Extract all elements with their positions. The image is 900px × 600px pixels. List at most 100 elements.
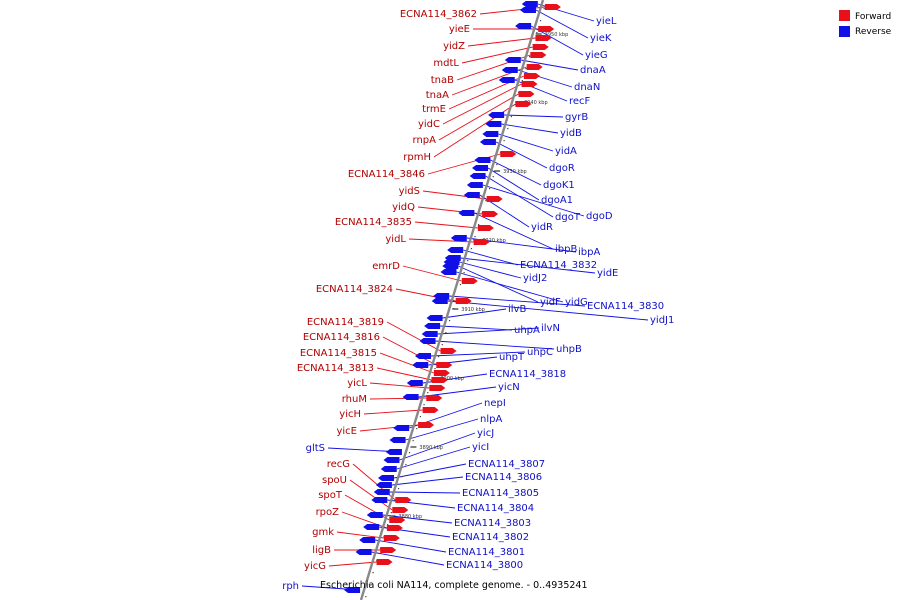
gene-label-ecna114-3835[interactable]: ECNA114_3835: [335, 217, 412, 228]
gene-glyph-rnpa[interactable]: [518, 91, 535, 97]
gene-label-uhpt[interactable]: uhpT: [499, 352, 525, 363]
gene-glyph-dgor[interactable]: [479, 139, 496, 145]
gene-label-tnaa[interactable]: tnaA: [426, 90, 449, 101]
gene-glyph-uhpt[interactable]: [412, 362, 429, 368]
gene-label-ibpb[interactable]: ibpB: [555, 244, 577, 255]
gene-glyph-recf[interactable]: [498, 77, 515, 83]
gene-label-yidg[interactable]: yidG: [565, 297, 588, 308]
gene-glyph-yich[interactable]: [422, 407, 439, 413]
gene-label-yidl[interactable]: yidL: [385, 234, 406, 245]
gene-label-rnpa[interactable]: rnpA: [413, 135, 437, 146]
gene-label-trme[interactable]: trmE: [422, 104, 446, 115]
gene-label-ecna114-3805[interactable]: ECNA114_3805: [462, 488, 539, 499]
gene-glyph-ecna114-3804[interactable]: [371, 497, 388, 503]
gene-glyph-uhpc[interactable]: [415, 353, 432, 359]
gene-glyph-trme[interactable]: [523, 73, 540, 79]
gene-glyph-ecna114-3802[interactable]: [363, 524, 380, 530]
gene-glyph-ecna114-3806[interactable]: [375, 482, 392, 488]
gene-label-ecna114-3803[interactable]: ECNA114_3803: [454, 518, 531, 529]
gene-label-yiee[interactable]: yieE: [449, 24, 470, 35]
gene-label-yicj[interactable]: yicJ: [477, 428, 494, 439]
gene-label-spot[interactable]: spoT: [318, 490, 343, 501]
gene-glyph-dgod[interactable]: [466, 182, 483, 188]
gene-glyph-ibpb[interactable]: [458, 210, 475, 216]
gene-glyph-yici[interactable]: [380, 466, 397, 472]
gene-label-uhpa[interactable]: uhpA: [514, 325, 540, 336]
gene-label-ibpa[interactable]: ibpA: [578, 247, 600, 258]
gene-label-yidb[interactable]: yidB: [560, 128, 582, 139]
legend-forward[interactable]: Forward: [839, 10, 891, 22]
gene-label-spou[interactable]: spoU: [322, 475, 347, 486]
gene-glyph-ecna114-3862[interactable]: [544, 4, 561, 10]
gene-glyph-yicg[interactable]: [376, 559, 393, 565]
gene-glyph-ecna114-3805[interactable]: [373, 489, 390, 495]
gene-label-uhpc[interactable]: uhpC: [527, 347, 553, 358]
gene-glyph-yicj[interactable]: [383, 457, 400, 463]
gene-label-yiek[interactable]: yieK: [590, 33, 612, 44]
gene-label-rpoz[interactable]: rpoZ: [316, 507, 340, 518]
gene-glyph-tnab[interactable]: [530, 52, 547, 58]
gene-glyph-ecna114-3832[interactable]: [447, 247, 464, 253]
gene-label-ecna114-3806[interactable]: ECNA114_3806: [465, 472, 542, 483]
gene-label-gmk[interactable]: gmk: [312, 527, 334, 538]
gene-glyph-emrd[interactable]: [461, 278, 478, 284]
gene-glyph-ecna114-3807[interactable]: [378, 475, 395, 481]
gene-label-ecna114-3801[interactable]: ECNA114_3801: [448, 547, 525, 558]
gene-glyph-ecna114-3819[interactable]: [440, 348, 457, 354]
gene-label-dgor[interactable]: dgoR: [549, 163, 575, 174]
gene-label-yiel[interactable]: yieL: [596, 16, 617, 27]
gene-label-yici[interactable]: yicI: [472, 442, 489, 453]
gene-glyph-ecna114-3835[interactable]: [477, 225, 494, 231]
gene-glyph-mdtl[interactable]: [532, 44, 549, 50]
gene-glyph-ecna114-3824[interactable]: [455, 298, 472, 304]
gene-glyph-yicn[interactable]: [402, 394, 419, 400]
gene-label-ecna114-3816[interactable]: ECNA114_3816: [303, 332, 380, 343]
gene-glyph-yiel[interactable]: [521, 1, 538, 7]
gene-glyph-nepi[interactable]: [393, 425, 410, 431]
gene-glyph-yidg[interactable]: [440, 269, 457, 275]
gene-label-ecna114-3813[interactable]: ECNA114_3813: [297, 363, 374, 374]
gene-glyph-dnaa[interactable]: [504, 57, 521, 63]
gene-glyph-spou[interactable]: [392, 507, 409, 513]
gene-glyph-yicl[interactable]: [429, 385, 446, 391]
gene-glyph-uhpb[interactable]: [419, 338, 436, 344]
gene-glyph-yidq[interactable]: [482, 211, 499, 217]
gene-label-ecna114-3818[interactable]: ECNA114_3818: [489, 369, 566, 380]
gene-label-recg[interactable]: recG: [327, 459, 350, 470]
gene-label-ilvn[interactable]: ilvN: [541, 323, 560, 334]
gene-label-yidc[interactable]: yidC: [418, 119, 440, 130]
gene-label-ecna114-3862[interactable]: ECNA114_3862: [400, 9, 477, 20]
gene-glyph-gyrb[interactable]: [488, 112, 505, 118]
gene-glyph-yieg[interactable]: [515, 23, 532, 29]
gene-glyph-yidf[interactable]: [442, 263, 459, 269]
gene-label-ecna114-3804[interactable]: ECNA114_3804: [457, 503, 534, 514]
gene-label-ecna114-3815[interactable]: ECNA114_3815: [300, 348, 377, 359]
gene-glyph-uhpa[interactable]: [424, 323, 441, 329]
gene-glyph-ilvn[interactable]: [421, 331, 438, 337]
gene-glyph-ecna114-3803[interactable]: [366, 512, 383, 518]
gene-glyph-yidl[interactable]: [473, 239, 490, 245]
gene-label-yide[interactable]: yidE: [597, 268, 618, 279]
gene-label-ecna114-3800[interactable]: ECNA114_3800: [446, 560, 523, 571]
gene-label-recf[interactable]: recF: [569, 96, 591, 107]
gene-label-yicg[interactable]: yicG: [304, 561, 326, 572]
gene-glyph-rph[interactable]: [344, 587, 361, 593]
gene-glyph-yiek[interactable]: [519, 7, 536, 13]
gene-label-yieg[interactable]: yieG: [585, 50, 608, 61]
gene-label-tnab[interactable]: tnaB: [431, 75, 454, 86]
gene-label-ilvb[interactable]: ilvB: [508, 304, 526, 315]
gene-label-uhpb[interactable]: uhpB: [556, 344, 582, 355]
gene-label-rpmh[interactable]: rpmH: [403, 152, 431, 163]
gene-glyph-ibpa[interactable]: [450, 235, 467, 241]
gene-glyph-ecna114-3813[interactable]: [431, 377, 448, 383]
gene-glyph-glts[interactable]: [385, 449, 402, 455]
gene-label-dnan[interactable]: dnaN: [574, 82, 600, 93]
gene-label-gyrb[interactable]: gyrB: [565, 112, 588, 123]
gene-glyph-ecna114-3815[interactable]: [433, 370, 450, 376]
gene-label-rhum[interactable]: rhuM: [342, 394, 367, 405]
gene-glyph-rpmh[interactable]: [515, 101, 532, 107]
gene-label-ecna114-3846[interactable]: ECNA114_3846: [348, 169, 425, 180]
gene-glyph-ecna114-3818[interactable]: [406, 380, 423, 386]
gene-label-mdtl[interactable]: mdtL: [433, 58, 459, 69]
gene-glyph-yiee[interactable]: [538, 26, 555, 32]
